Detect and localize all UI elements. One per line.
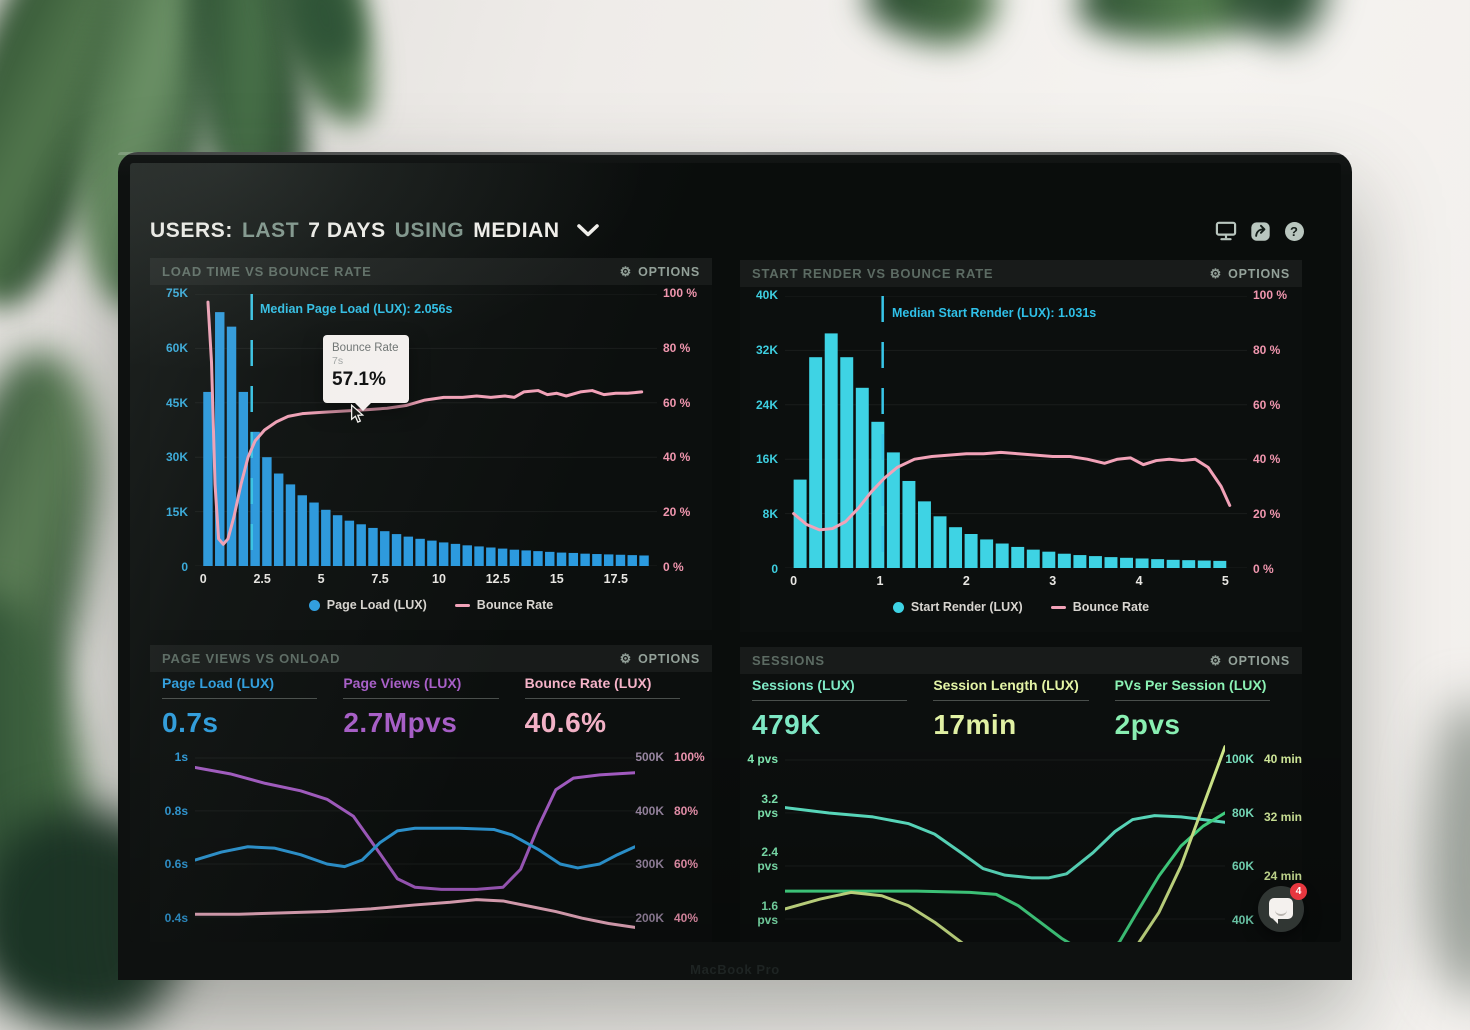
options-button[interactable]: ⚙ OPTIONS [1209, 266, 1290, 281]
y-axis-left-labels: 4 pvs 3.2 pvs 2.4 pvs 1.6 pvs [747, 752, 778, 927]
panel-start-render-vs-bounce-rate: START RENDER VS BOUNCE RATE ⚙ OPTIONS 40… [740, 260, 1302, 632]
legend-item: Page Load (LUX) [308, 598, 427, 612]
y-axis-right-percent-labels: 100% 80% 60% 40% [674, 750, 705, 925]
metric-bounce-rate: Bounce Rate (LUX) 40.6% [524, 675, 706, 739]
median-annotation: Median Page Load (LUX): 2.056s [260, 302, 453, 316]
header-days-label: 7 DAYS [308, 219, 386, 242]
chart-legend: Start Render (LUX) Bounce Rate [740, 600, 1302, 614]
panel-load-time-vs-bounce-rate: LOAD TIME VS BOUNCE RATE ⚙ OPTIONS 75K 60… [150, 258, 712, 630]
metric-summary-row: Sessions (LUX) 479K Session Length (LUX)… [752, 677, 1296, 741]
chart-plot-area[interactable] [785, 742, 1225, 942]
y-axis-right-sessions-labels: 100K 80K 60K 40K [1225, 752, 1254, 927]
chat-unread-badge: 4 [1290, 883, 1307, 900]
laptop-frame: USERS: LAST 7 DAYS USING MEDIAN [118, 152, 1352, 980]
options-button[interactable]: ⚙ OPTIONS [619, 264, 700, 279]
dashboard-header: USERS: LAST 7 DAYS USING MEDIAN [150, 213, 1321, 249]
display-icon[interactable] [1215, 220, 1237, 242]
panel-page-views-vs-onload: PAGE VIEWS VS ONLOAD ⚙ OPTIONS Page Load… [150, 645, 712, 942]
y-axis-right-pageviews-labels: 500K 400K 300K 200K [635, 750, 664, 925]
tooltip-title: Bounce Rate [332, 342, 399, 354]
y-axis-right-minutes-labels: 40 min 32 min 24 min [1264, 752, 1303, 883]
metric-page-views: Page Views (LUX) 2.7Mpvs [343, 675, 524, 739]
gear-icon: ⚙ [619, 264, 633, 279]
x-axis-labels: 0 2.5 5 7.5 10 12.5 15 17.5 [199, 572, 628, 586]
tooltip-time: 7s [332, 355, 344, 367]
panel-title: SESSIONS [752, 653, 825, 668]
y-axis-left-labels: 75K 60K 45K 30K 15K 0 [165, 286, 188, 574]
y-axis-left-labels: 1s 0.8s 0.6s 0.4s [164, 750, 188, 925]
screen: USERS: LAST 7 DAYS USING MEDIAN [130, 163, 1341, 942]
background-shadow [1426, 700, 1470, 1000]
y-axis-left-labels: 40K 32K 24K 16K 8K 0 [755, 288, 778, 576]
chart-tooltip: Bounce Rate 7s 57.1% [323, 335, 409, 411]
y-axis-right-labels: 100 % 80 % 60 % 40 % 20 % 0 % [1253, 288, 1288, 576]
chart-plot-area[interactable] [195, 740, 635, 942]
gear-icon: ⚙ [1209, 266, 1223, 281]
series-line-icon [1050, 605, 1066, 609]
chart-plot-area[interactable] [195, 294, 657, 566]
panel-title: LOAD TIME VS BOUNCE RATE [162, 264, 372, 279]
chevron-down-icon[interactable] [576, 219, 599, 243]
chat-launcher-button[interactable]: 4 [1258, 883, 1307, 932]
series-dot-icon [892, 601, 904, 613]
median-annotation: Median Start Render (LUX): 1.031s [892, 306, 1097, 320]
metric-session-length: Session Length (LUX) 17min [933, 677, 1114, 741]
legend-item: Start Render (LUX) [892, 600, 1023, 614]
panel-header: START RENDER VS BOUNCE RATE ⚙ OPTIONS [740, 260, 1302, 287]
gear-icon: ⚙ [1209, 653, 1223, 668]
panel-title: START RENDER VS BOUNCE RATE [752, 266, 994, 281]
toolbar: ? [1215, 220, 1305, 242]
metric-summary-row: Page Load (LUX) 0.7s Page Views (LUX) 2.… [162, 675, 706, 739]
plant-leaf [859, 0, 1003, 53]
series-dot-icon [308, 599, 320, 611]
header-last-label: LAST [241, 219, 300, 242]
panel-title: PAGE VIEWS VS ONLOAD [162, 651, 341, 666]
metric-pvs-per-session: PVs Per Session (LUX) 2pvs [1114, 677, 1296, 741]
legend-item: Bounce Rate [454, 598, 553, 612]
header-users-label: USERS: [150, 219, 233, 242]
panel-sessions: SESSIONS ⚙ OPTIONS Sessions (LUX) 479K S… [740, 647, 1302, 942]
panel-header: LOAD TIME VS BOUNCE RATE ⚙ OPTIONS [150, 258, 712, 285]
chart-legend: Page Load (LUX) Bounce Rate [150, 598, 712, 612]
legend-item: Bounce Rate [1050, 600, 1149, 614]
options-button[interactable]: ⚙ OPTIONS [1209, 653, 1290, 668]
gear-icon: ⚙ [619, 651, 633, 666]
chart-plot-area[interactable] [785, 296, 1247, 568]
series-line-icon [454, 603, 470, 607]
help-icon[interactable]: ? [1283, 220, 1305, 242]
chat-bubble-icon [1269, 898, 1293, 924]
panel-header: SESSIONS ⚙ OPTIONS [740, 647, 1302, 674]
panel-header: PAGE VIEWS VS ONLOAD ⚙ OPTIONS [150, 645, 712, 672]
y-axis-right-labels: 100 % 80 % 60 % 40 % 20 % 0 % [663, 286, 698, 574]
mouse-cursor-icon [350, 403, 365, 429]
metric-scope-dropdown[interactable]: USERS: LAST 7 DAYS USING MEDIAN [150, 219, 599, 243]
metric-page-load: Page Load (LUX) 0.7s [162, 675, 343, 739]
metric-sessions: Sessions (LUX) 479K [752, 677, 933, 741]
tooltip-value: 57.1% [332, 369, 386, 390]
options-button[interactable]: ⚙ OPTIONS [619, 651, 700, 666]
header-using-label: USING [394, 219, 465, 242]
share-icon[interactable] [1249, 220, 1271, 242]
laptop-brand-label: MacBook Pro [690, 962, 780, 977]
header-metric-label: MEDIAN [473, 219, 560, 242]
